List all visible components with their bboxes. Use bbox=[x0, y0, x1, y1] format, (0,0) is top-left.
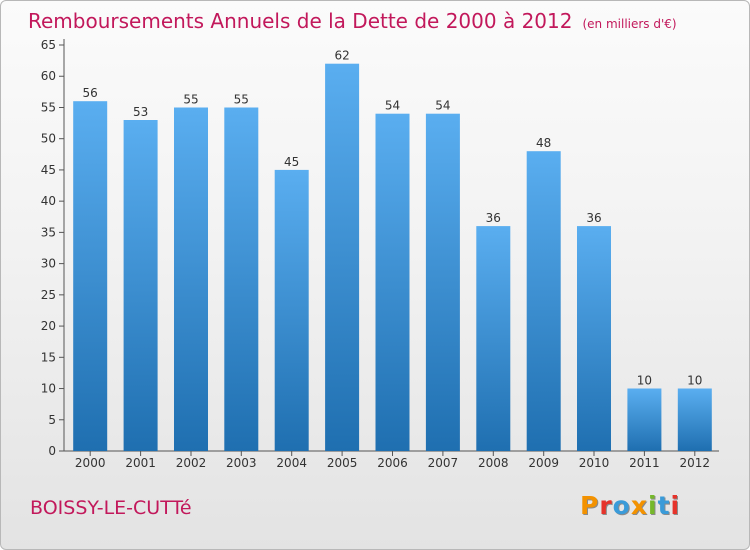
bar-2005 bbox=[325, 63, 360, 451]
bar-2009 bbox=[526, 151, 561, 451]
y-tick-label: 30 bbox=[41, 257, 56, 271]
y-tick-label: 25 bbox=[41, 288, 56, 302]
y-tick-label: 40 bbox=[41, 194, 56, 208]
chart-unit: (en milliers d'€) bbox=[582, 17, 677, 31]
x-tick-label-2006: 2006 bbox=[377, 456, 408, 470]
data-label-2004: 45 bbox=[284, 155, 299, 169]
chart-title: Remboursements Annuels de la Dette de 20… bbox=[28, 9, 677, 33]
bar-2010 bbox=[577, 226, 611, 451]
y-tick-label: 10 bbox=[41, 382, 56, 396]
x-tick-label-2008: 2008 bbox=[478, 456, 509, 470]
bar-2000 bbox=[73, 101, 108, 451]
y-tick-label: 55 bbox=[41, 100, 56, 114]
x-tick-label-2002: 2002 bbox=[176, 456, 207, 470]
data-label-2007: 54 bbox=[435, 99, 450, 113]
y-tick-label: 15 bbox=[41, 350, 56, 364]
x-tick-label-2012: 2012 bbox=[680, 456, 711, 470]
x-tick-label-2004: 2004 bbox=[276, 456, 307, 470]
y-tick-label: 35 bbox=[41, 225, 56, 239]
x-tick-label-2000: 2000 bbox=[75, 456, 106, 470]
bar-2006 bbox=[375, 113, 410, 451]
data-label-2002: 55 bbox=[183, 93, 198, 107]
bar-2008 bbox=[476, 226, 511, 451]
x-tick-label-2001: 2001 bbox=[125, 456, 156, 470]
y-tick-label: 50 bbox=[41, 132, 56, 146]
data-label-2009: 48 bbox=[536, 136, 551, 150]
chart-title-text: Remboursements Annuels de la Dette de 20… bbox=[28, 9, 573, 33]
bar-2012 bbox=[677, 388, 712, 451]
x-tick-label-2003: 2003 bbox=[226, 456, 257, 470]
logo-letter: r bbox=[599, 491, 613, 520]
data-label-2006: 54 bbox=[385, 99, 400, 113]
x-tick-label-2011: 2011 bbox=[629, 456, 660, 470]
data-label-2005: 62 bbox=[334, 49, 349, 63]
y-tick-label: 0 bbox=[48, 444, 56, 458]
commune-name: BOISSY-LE-CUTTé bbox=[30, 497, 192, 519]
data-label-2000: 56 bbox=[83, 86, 98, 100]
y-tick-label: 45 bbox=[41, 163, 56, 177]
x-tick-label-2005: 2005 bbox=[327, 456, 358, 470]
data-label-2001: 53 bbox=[133, 105, 148, 119]
logo-letter: P bbox=[580, 491, 600, 520]
x-tick-label-2010: 2010 bbox=[579, 456, 610, 470]
y-tick-label: 20 bbox=[41, 319, 56, 333]
data-label-2008: 36 bbox=[486, 211, 501, 225]
bar-2001 bbox=[123, 120, 158, 451]
x-tick-label-2009: 2009 bbox=[528, 456, 559, 470]
logo-letter: o bbox=[612, 491, 631, 520]
y-tick-label: 5 bbox=[48, 413, 56, 427]
logo-letter: i bbox=[670, 491, 681, 520]
proxiti-logo: Proxiti bbox=[580, 491, 680, 520]
x-tick-label-2007: 2007 bbox=[428, 456, 459, 470]
data-label-2003: 55 bbox=[234, 93, 249, 107]
bar-2004 bbox=[274, 169, 309, 451]
bar-2003 bbox=[224, 107, 259, 451]
logo-letter: x bbox=[630, 491, 648, 520]
data-label-2012: 10 bbox=[687, 374, 702, 388]
bar-2011 bbox=[627, 388, 662, 451]
bar-2002 bbox=[174, 107, 208, 451]
logo-letter: t bbox=[657, 491, 671, 520]
y-tick-label: 60 bbox=[41, 69, 56, 83]
y-tick-label: 65 bbox=[41, 38, 56, 52]
data-label-2011: 10 bbox=[637, 374, 652, 388]
logo-letter: i bbox=[648, 491, 658, 520]
bar-2007 bbox=[425, 113, 460, 451]
data-label-2010: 36 bbox=[586, 211, 601, 225]
